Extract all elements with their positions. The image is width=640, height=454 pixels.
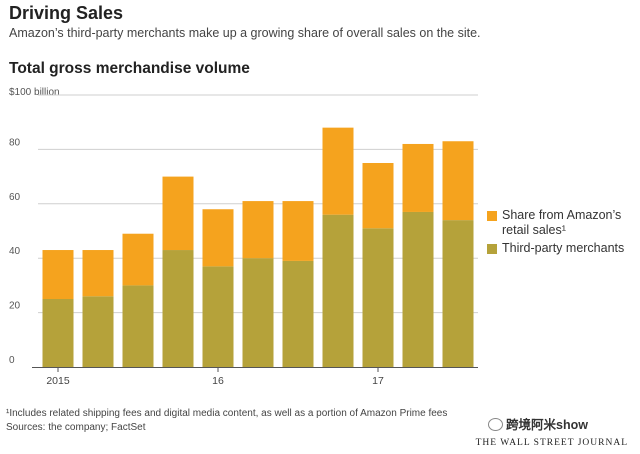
watermark-text: 跨境阿米show	[506, 418, 588, 432]
footnote: ¹Includes related shipping fees and digi…	[6, 408, 448, 419]
subheadline: Amazon’s third-party merchants make up a…	[9, 26, 481, 40]
bar-third-party	[402, 211, 434, 367]
y-tick-label: 0	[9, 355, 15, 366]
bar-retail-share	[282, 201, 314, 261]
bar-retail-share	[402, 143, 434, 212]
y-axis-unit-label: $100 billion	[9, 87, 60, 98]
legend-item-third-party: Third-party merchants	[487, 241, 637, 256]
bar-third-party	[242, 258, 274, 367]
y-tick-label: 20	[9, 301, 21, 312]
x-tick-label: 16	[212, 375, 224, 387]
axes: 0 20 40 60 80 2015 16 17	[9, 137, 478, 387]
bar-third-party	[362, 228, 394, 367]
bar-third-party	[82, 296, 114, 367]
sources: Sources: the company; FactSet	[6, 422, 146, 433]
bar-retail-share	[162, 176, 194, 251]
headline: Driving Sales	[9, 3, 124, 23]
y-tick-label: 60	[9, 192, 21, 203]
bar-retail-share	[442, 141, 474, 221]
bar-retail-share	[122, 233, 154, 286]
legend-item-retail: Share from Amazon’s retail sales¹	[487, 208, 637, 238]
chart-title: Total gross merchandise volume	[9, 60, 250, 77]
bar-third-party	[162, 250, 194, 367]
bar-retail-share	[242, 201, 274, 259]
bars	[42, 127, 474, 367]
x-tick-label: 2015	[46, 375, 70, 387]
bar-retail-share	[42, 250, 74, 299]
bar-third-party	[322, 214, 354, 367]
bar-third-party	[42, 299, 74, 367]
publisher-logo: THE WALL STREET JOURNAL	[475, 438, 628, 448]
y-tick-label: 40	[9, 246, 21, 257]
bar-third-party	[442, 220, 474, 367]
bar-retail-share	[362, 163, 394, 229]
bar-retail-share	[202, 209, 234, 267]
bar-third-party	[282, 260, 314, 367]
wechat-icon	[488, 418, 503, 431]
bar-retail-share	[322, 127, 354, 215]
legend-label-third-party: Third-party merchants	[502, 241, 625, 255]
x-tick-label: 17	[372, 375, 384, 387]
watermark: 跨境阿米show	[488, 414, 588, 433]
legend-label-retail: Share from Amazon’s retail sales¹	[502, 208, 622, 237]
legend-swatch-third-party	[487, 244, 497, 254]
bar-third-party	[122, 285, 154, 367]
legend-swatch-retail	[487, 211, 497, 221]
y-tick-label: 80	[9, 137, 21, 148]
legend: Share from Amazon’s retail sales¹ Third-…	[487, 208, 637, 259]
bar-retail-share	[82, 250, 114, 297]
bar-third-party	[202, 266, 234, 367]
